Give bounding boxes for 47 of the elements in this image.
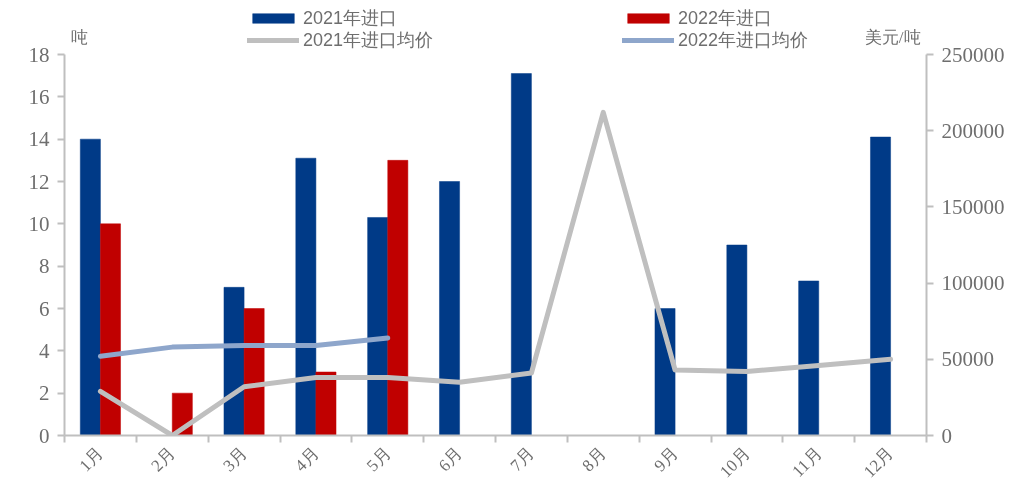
x-tick-label: 6月 xyxy=(434,443,467,476)
y-tick-label: 18 xyxy=(28,42,50,67)
y-tick-label: 8 xyxy=(39,254,50,279)
bar xyxy=(387,160,409,436)
bar xyxy=(100,223,121,436)
y2-tick-label: 100000 xyxy=(941,271,1005,296)
y-tick-label: 10 xyxy=(28,211,50,236)
y2-axis-title: 美元/吨 xyxy=(864,27,921,47)
legend-label: 2022年进口均价 xyxy=(678,29,810,52)
y2-tick-label: 0 xyxy=(941,423,952,448)
y2-tick-label: 150000 xyxy=(941,194,1005,219)
x-tick-label: 8月 xyxy=(578,443,610,476)
bar xyxy=(315,371,337,436)
bar xyxy=(439,181,460,436)
y2-tick-label: 50000 xyxy=(941,347,994,372)
x-tick-label: 4月 xyxy=(291,443,323,476)
bar xyxy=(798,280,819,436)
y2-tick-label: 250000 xyxy=(941,42,1005,67)
bar xyxy=(295,157,317,436)
y-tick-label: 14 xyxy=(28,127,50,152)
bar xyxy=(223,287,245,436)
y-tick-label: 2 xyxy=(39,381,50,406)
x-tick-label: 3月 xyxy=(219,443,251,476)
x-tick-label: 10月 xyxy=(716,443,754,482)
y-tick-label: 16 xyxy=(28,84,50,109)
bar xyxy=(243,308,265,436)
legend-label: 2021年进口均价 xyxy=(303,29,435,52)
x-tick-label: 7月 xyxy=(506,443,539,476)
x-tick-label: 1月 xyxy=(75,443,108,476)
bar xyxy=(367,217,388,436)
x-tick-label: 9月 xyxy=(650,443,682,476)
y-tick-label: 6 xyxy=(39,296,50,321)
bar xyxy=(726,244,748,436)
bar xyxy=(80,138,101,436)
y-tick-label: 12 xyxy=(28,169,50,194)
x-tick-label: 11月 xyxy=(788,443,826,481)
legend-label: 2021年进口 xyxy=(303,7,399,30)
y-axis-title: 吨 xyxy=(70,27,88,47)
y-tick-label: 0 xyxy=(39,423,50,448)
bar xyxy=(511,73,532,436)
x-tick-label: 2月 xyxy=(147,443,179,476)
legend-label: 2022年进口 xyxy=(678,7,774,30)
y-tick-label: 4 xyxy=(39,338,50,363)
bar xyxy=(870,136,891,436)
y2-tick-label: 200000 xyxy=(941,118,1005,143)
x-tick-label: 12月 xyxy=(859,443,898,482)
x-tick-label: 5月 xyxy=(363,443,395,476)
